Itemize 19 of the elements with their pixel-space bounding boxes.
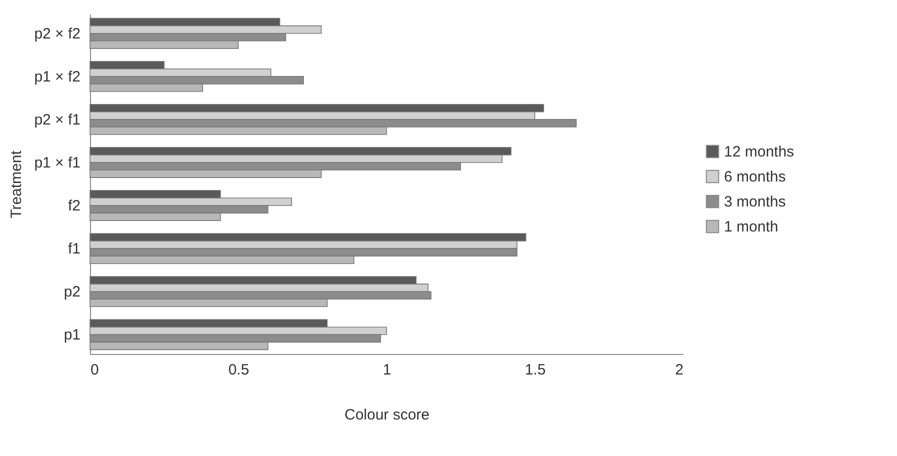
x-tick-label: 0.5	[228, 362, 250, 378]
legend-label: 6 months	[724, 168, 786, 186]
y-tick-label: p1 × f1	[34, 154, 80, 172]
legend-label: 1 month	[724, 218, 778, 236]
x-tick-label: 0	[90, 362, 99, 378]
y-tick-label: p2 × f2	[34, 25, 80, 42]
legend-label: 12 months	[724, 144, 794, 160]
x-tick-label: 2	[675, 362, 684, 378]
y-tick-label: p2 × f1	[34, 111, 80, 128]
y-tick-label: p1	[64, 326, 80, 344]
x-axis-title: Colour score	[344, 406, 430, 424]
y-tick-label: f2	[68, 198, 80, 215]
legend-label: 3 months	[724, 194, 786, 210]
x-tick-label: 1.5	[524, 362, 546, 378]
y-tick-label: p1 × f2	[34, 68, 80, 86]
y-axis-title: Treatment	[8, 150, 26, 218]
y-tick-label: p2	[64, 284, 80, 301]
y-tick-label: f1	[68, 240, 80, 258]
x-tick-label: 1	[382, 362, 392, 378]
